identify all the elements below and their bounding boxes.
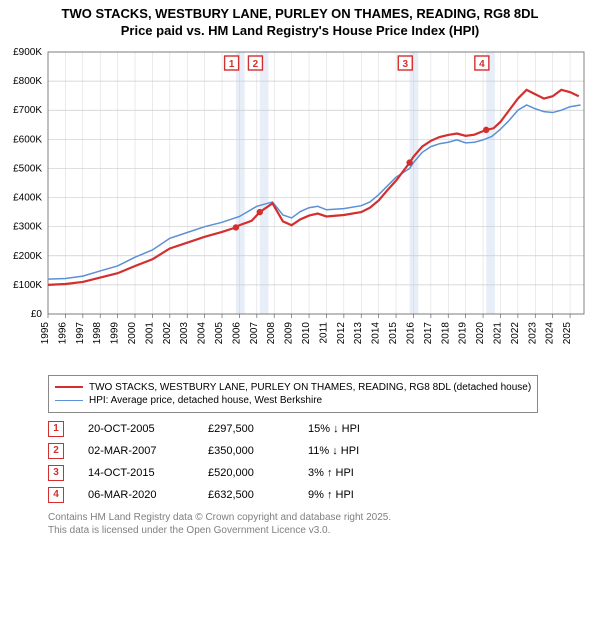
sales-diff: 11% ↓ HPI [308,445,408,457]
sales-date: 14-OCT-2015 [88,467,208,479]
sales-row: 3 14-OCT-2015£520,0003% ↑ HPI [48,465,600,481]
footer: Contains HM Land Registry data © Crown c… [48,511,600,537]
svg-text:2004: 2004 [197,321,208,344]
title-line-2: Price paid vs. HM Land Registry's House … [0,23,600,40]
svg-text:£200K: £200K [13,251,42,262]
svg-text:2014: 2014 [371,321,382,344]
svg-text:3: 3 [402,59,408,70]
svg-text:£100K: £100K [13,280,42,291]
svg-text:2020: 2020 [475,321,486,344]
sales-row: 4 06-MAR-2020£632,5009% ↑ HPI [48,487,600,503]
svg-text:2015: 2015 [388,321,399,344]
svg-text:£500K: £500K [13,163,42,174]
legend-swatch-hpi [55,400,83,401]
sales-price: £520,000 [208,467,308,479]
svg-text:£800K: £800K [13,76,42,87]
sales-price: £350,000 [208,445,308,457]
footer-line-2: This data is licensed under the Open Gov… [48,524,600,537]
svg-text:2018: 2018 [440,321,451,344]
sales-price: £632,500 [208,489,308,501]
svg-text:2024: 2024 [545,321,556,344]
svg-text:1998: 1998 [92,321,103,344]
svg-text:£600K: £600K [13,134,42,145]
svg-text:2011: 2011 [318,321,329,343]
legend-row-2: HPI: Average price, detached house, West… [55,395,531,406]
svg-text:1: 1 [229,59,235,70]
sales-diff: 3% ↑ HPI [308,467,408,479]
svg-text:4: 4 [479,59,485,70]
sales-marker: 3 [48,465,64,481]
svg-text:2008: 2008 [266,321,277,344]
svg-text:2012: 2012 [336,321,347,344]
svg-text:2013: 2013 [353,321,364,344]
svg-text:2003: 2003 [179,321,190,344]
svg-text:2023: 2023 [527,321,538,344]
sales-diff: 9% ↑ HPI [308,489,408,501]
sales-date: 02-MAR-2007 [88,445,208,457]
svg-text:£0: £0 [31,309,43,320]
svg-text:2021: 2021 [492,321,503,344]
svg-text:2002: 2002 [162,321,173,344]
sale-dot [257,209,263,215]
svg-text:£700K: £700K [13,105,42,116]
sale-dot [406,159,412,165]
sales-row: 1 20-OCT-2005£297,50015% ↓ HPI [48,421,600,437]
sales-table: 1 20-OCT-2005£297,50015% ↓ HPI 2 02-MAR-200… [48,421,600,503]
sales-diff: 15% ↓ HPI [308,423,408,435]
svg-text:2: 2 [253,59,259,70]
svg-text:1995: 1995 [40,321,51,344]
title-block: TWO STACKS, WESTBURY LANE, PURLEY ON THA… [0,0,600,40]
legend-box: TWO STACKS, WESTBURY LANE, PURLEY ON THA… [48,375,538,413]
chart-area: £0 £100K £200K £300K £400K £500K £600K £700K £80… [0,44,600,369]
svg-text:2016: 2016 [405,321,416,344]
svg-text:£300K: £300K [13,221,42,232]
container: TWO STACKS, WESTBURY LANE, PURLEY ON THA… [0,0,600,620]
svg-text:2025: 2025 [562,321,573,344]
svg-text:£900K: £900K [13,47,42,58]
sales-date: 20-OCT-2005 [88,423,208,435]
svg-text:2010: 2010 [301,321,312,344]
footer-line-1: Contains HM Land Registry data © Crown c… [48,511,600,524]
legend-label-1: TWO STACKS, WESTBURY LANE, PURLEY ON THA… [89,382,531,393]
svg-text:£400K: £400K [13,192,42,203]
sales-price: £297,500 [208,423,308,435]
svg-text:2001: 2001 [144,321,155,344]
title-line-1: TWO STACKS, WESTBURY LANE, PURLEY ON THA… [0,6,600,23]
svg-text:2017: 2017 [423,321,434,344]
svg-text:2000: 2000 [127,321,138,344]
svg-text:2022: 2022 [510,321,521,344]
sales-marker: 1 [48,421,64,437]
sales-marker: 4 [48,487,64,503]
svg-text:2019: 2019 [458,321,469,344]
legend-swatch-price-paid [55,386,83,388]
sale-dot [483,126,489,132]
sales-marker: 2 [48,443,64,459]
svg-text:2006: 2006 [231,321,242,344]
chart-svg: £0 £100K £200K £300K £400K £500K £600K £700K £80… [0,44,590,364]
sale-dot [233,224,239,230]
svg-text:2005: 2005 [214,321,225,344]
svg-text:2007: 2007 [249,321,260,344]
svg-text:1999: 1999 [110,321,121,344]
legend-label-2: HPI: Average price, detached house, West… [89,395,322,406]
svg-text:1997: 1997 [75,321,86,344]
legend-row-1: TWO STACKS, WESTBURY LANE, PURLEY ON THA… [55,382,531,393]
sales-date: 06-MAR-2020 [88,489,208,501]
svg-text:1996: 1996 [57,321,68,344]
sales-row: 2 02-MAR-2007£350,00011% ↓ HPI [48,443,600,459]
svg-text:2009: 2009 [284,321,295,344]
